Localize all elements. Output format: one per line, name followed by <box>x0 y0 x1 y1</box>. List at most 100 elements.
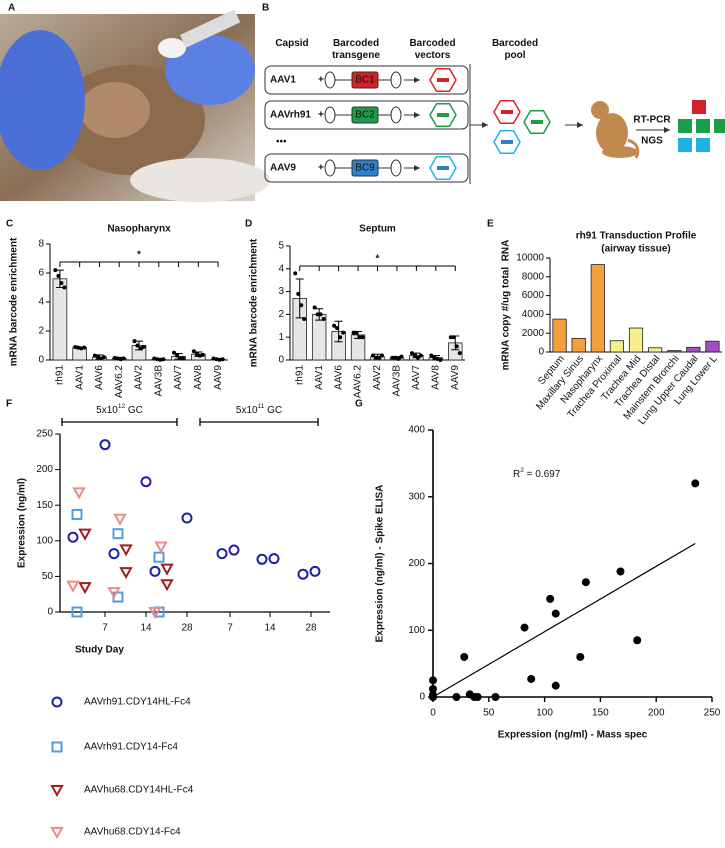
group-bracket <box>199 418 319 426</box>
y-tick-label: 8000 <box>522 271 545 282</box>
data-point <box>119 544 133 557</box>
x-tick-label: AAV7 <box>411 365 422 390</box>
data-point <box>211 356 216 361</box>
diagram-header: Barcoded pool <box>491 38 539 61</box>
data-point <box>360 335 365 340</box>
barcode-box <box>351 106 379 124</box>
data-point <box>214 357 219 362</box>
x-tick-label: 50 <box>483 708 495 719</box>
data-point <box>380 353 384 358</box>
panel-label: G <box>355 399 363 410</box>
data-point <box>76 345 81 350</box>
row-box <box>264 153 469 183</box>
data-point <box>491 693 500 701</box>
data-point <box>71 606 83 618</box>
data-point <box>158 357 163 362</box>
data-point <box>412 353 417 358</box>
x-tick-label: AAV1 <box>74 365 85 390</box>
y-axis-label: mRNA barcode enrichment <box>9 237 20 366</box>
x-tick-label: 7 <box>102 623 108 634</box>
data-point <box>67 531 79 543</box>
data-point <box>216 548 228 560</box>
data-point <box>154 541 168 554</box>
y-tick-label: 100 <box>36 535 53 546</box>
data-point <box>161 357 166 362</box>
data-point <box>62 285 67 290</box>
x-tick-label: AAV8 <box>430 365 441 390</box>
data-point <box>112 355 117 360</box>
y-tick-label: 4000 <box>522 309 545 320</box>
data-point <box>520 623 529 632</box>
barcoded-pool <box>493 99 551 155</box>
y-tick-label: 4 <box>278 263 284 274</box>
data-point <box>460 652 469 661</box>
legend-marker <box>51 741 63 753</box>
x-tick-label: rh91 <box>55 365 66 385</box>
data-point <box>357 335 362 340</box>
significance-label: * <box>376 254 380 265</box>
bar <box>628 327 644 353</box>
data-point <box>132 339 137 344</box>
x-tick-label: 0 <box>430 708 436 719</box>
data-point <box>155 357 160 362</box>
data-point <box>551 609 560 618</box>
data-point <box>293 271 298 276</box>
vector-genome <box>437 166 449 170</box>
x-tick-label: AAV7 <box>173 365 184 390</box>
legend-label: AAVhu68.CDY14HL-Fc4 <box>84 785 194 796</box>
y-tick-label: 100 <box>408 625 425 636</box>
chart-title: Nasopharynx <box>107 224 171 235</box>
data-point <box>194 352 199 357</box>
data-point <box>256 553 268 565</box>
readout-square <box>692 100 706 114</box>
data-point <box>73 344 78 349</box>
panel-label: B <box>262 3 269 14</box>
data-point <box>429 693 437 701</box>
annotation-part: 2 <box>520 467 524 474</box>
monkey-icon <box>591 101 640 159</box>
bar <box>648 347 663 353</box>
readout-square <box>696 138 710 152</box>
data-point <box>98 356 103 361</box>
data-point <box>220 357 225 362</box>
data-point <box>78 582 92 595</box>
data-point <box>172 350 177 355</box>
data-point <box>72 487 86 500</box>
data-point <box>119 567 133 580</box>
capsid-name: AAV9 <box>270 163 296 174</box>
bar <box>52 278 68 361</box>
data-point <box>79 346 84 351</box>
group-label-part: 5x10 <box>236 405 258 416</box>
data-point <box>338 335 343 340</box>
significance-label: * <box>137 250 141 261</box>
data-point <box>191 349 196 354</box>
y-tick-label: 0 <box>419 692 425 703</box>
data-point <box>141 344 146 349</box>
data-point <box>107 587 121 600</box>
data-point <box>399 354 404 359</box>
diagram-header: Barcoded transgene <box>332 38 380 61</box>
data-point <box>160 563 174 576</box>
itr <box>390 71 402 89</box>
y-axis-label: mRNA copy #/ug total RNA <box>501 240 512 371</box>
data-point <box>181 512 193 524</box>
y-tick-label: 2 <box>38 326 44 337</box>
barcode-label: BC1 <box>355 75 375 86</box>
diagram-frame <box>469 64 670 184</box>
barcode-box <box>351 159 379 177</box>
y-tick-label: 8 <box>38 239 44 250</box>
y-tick-label: 400 <box>408 425 425 436</box>
fit-line <box>432 542 696 698</box>
data-point <box>438 358 443 362</box>
data-point <box>546 594 555 603</box>
data-point <box>390 355 395 360</box>
data-point <box>415 355 420 360</box>
data-point <box>108 548 120 560</box>
y-tick-label: 50 <box>42 571 54 582</box>
readout-square <box>696 119 710 133</box>
data-point <box>197 353 202 358</box>
data-point <box>53 268 58 273</box>
significance-bracket <box>299 265 456 271</box>
bar <box>667 350 682 353</box>
